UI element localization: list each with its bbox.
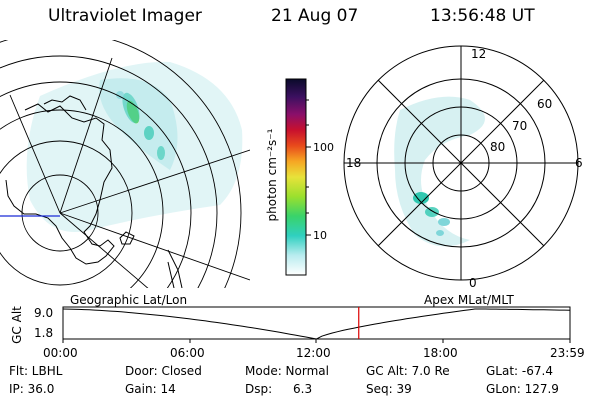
- status-glat: GLat: -67.4: [486, 364, 553, 378]
- status-glon: GLon: 127.9: [486, 382, 559, 396]
- orbit-xtick-0600: 06:00: [170, 346, 205, 360]
- colorbar: [285, 78, 311, 276]
- status-seq: Seq: 39: [366, 382, 412, 396]
- date-label: 21 Aug 07: [271, 6, 359, 26]
- mlat-label-60: 60: [537, 97, 553, 111]
- colorbar-tick-10: 10: [313, 229, 327, 242]
- orbit-altitude-curve: [62, 308, 571, 340]
- orbit-xtick-1800: 18:00: [423, 346, 458, 360]
- polar-aurora: [394, 96, 485, 247]
- status-dsp-value: 6.3: [293, 382, 313, 396]
- orbit-ytick-min: 1.8: [34, 326, 54, 340]
- orbit-xtick-1200: 12:00: [296, 346, 331, 360]
- coastlines: [5, 95, 183, 288]
- orbit-x-ticks: [62, 339, 571, 343]
- status-ip: IP: 36.0: [9, 382, 55, 396]
- status-filter: Flt: LBHL: [9, 364, 63, 378]
- geographic-map: [0, 40, 250, 288]
- polar-grid: [343, 45, 579, 281]
- instrument-title: Ultraviolet Imager: [48, 6, 202, 26]
- status-gc-alt: GC Alt: 7.0 Re: [366, 364, 450, 378]
- mlt-label-18: 18: [346, 156, 362, 170]
- status-door: Door: Closed: [125, 364, 202, 378]
- geo-grid: [0, 40, 250, 288]
- polar-plot: [343, 45, 579, 281]
- mlt-label-0: 0: [469, 276, 477, 290]
- orbit-ylabel: GC Alt: [10, 306, 24, 344]
- colorbar-unit-label: photon cm⁻²s⁻¹: [265, 128, 279, 222]
- mlat-label-70: 70: [512, 119, 528, 133]
- orbit-plot: [62, 306, 571, 343]
- colorbar-tick-100: 100: [313, 141, 334, 154]
- mlat-label-80: 80: [490, 140, 506, 154]
- mlt-label-6: 6: [575, 156, 583, 170]
- orbit-xtick-0000: 00:00: [43, 346, 78, 360]
- status-gain: Gain: 14: [125, 382, 176, 396]
- apex-caption: Apex MLat/MLT: [424, 293, 514, 307]
- status-mode: Mode: Normal: [245, 364, 329, 378]
- status-dsp-label: Dsp:: [245, 382, 273, 396]
- time-label: 13:56:48 UT: [430, 6, 535, 26]
- orbit-ytick-max: 9.0: [34, 306, 54, 320]
- orbit-xtick-2359: 23:59: [550, 346, 585, 360]
- mlt-label-12: 12: [471, 47, 487, 61]
- geo-aurora-haze: [26, 61, 243, 232]
- geographic-caption: Geographic Lat/Lon: [70, 293, 188, 307]
